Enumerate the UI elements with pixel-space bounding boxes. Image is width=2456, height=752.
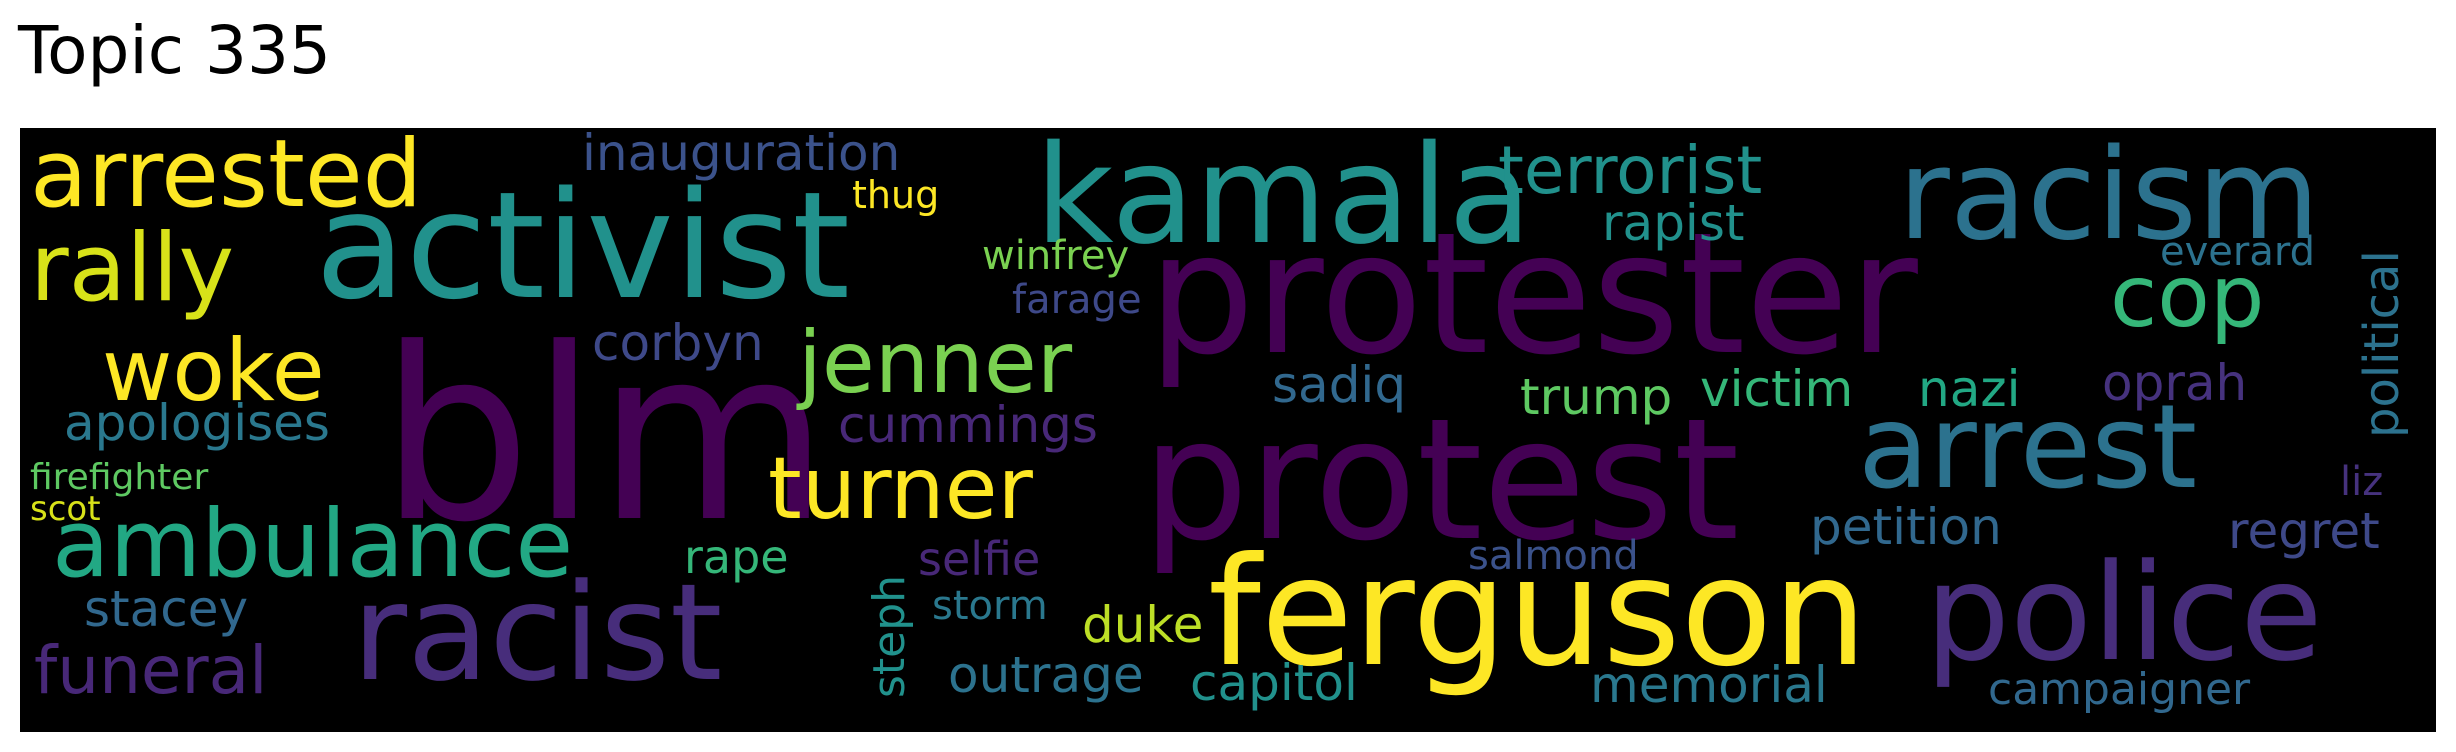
word-steph: steph <box>864 574 915 698</box>
word-blm: blm <box>380 298 830 575</box>
page-title: Topic 335 <box>18 12 331 89</box>
word-jenner: jenner <box>798 313 1073 413</box>
word-salmond: salmond <box>1468 533 1639 579</box>
word-oprah: oprah <box>2102 354 2248 412</box>
word-memorial: memorial <box>1590 656 1828 714</box>
word-stacey: stacey <box>84 580 249 638</box>
word-duke: duke <box>1082 596 1204 654</box>
word-thug: thug <box>852 173 940 217</box>
word-protest: protest <box>1142 382 1740 578</box>
word-racist: racist <box>352 555 723 711</box>
word-ferguson: ferguson <box>1208 526 1868 700</box>
word-victim: victim <box>1700 360 1854 418</box>
word-selfie: selfie <box>918 532 1041 586</box>
word-political: political <box>2354 250 2410 438</box>
word-terrorist: terrorist <box>1498 132 1763 209</box>
word-everard: everard <box>2160 229 2315 275</box>
word-woke: woke <box>102 321 325 421</box>
word-cummings: cummings <box>838 396 1098 454</box>
word-activist: activist <box>315 160 851 332</box>
word-arrest: arrest <box>1858 380 2198 515</box>
word-kamala: kamala <box>1035 128 1532 275</box>
word-scot: scot <box>30 489 101 529</box>
word-police: police <box>1925 535 2323 691</box>
word-apologises: apologises <box>64 394 330 452</box>
word-corbyn: corbyn <box>592 314 764 372</box>
word-cloud: blm protester protest activist kamala ra… <box>20 128 2436 732</box>
word-turner: turner <box>768 439 1033 539</box>
word-rally: rally <box>30 214 235 323</box>
word-racism: racism <box>1898 128 2320 268</box>
word-liz: liz <box>2340 459 2384 505</box>
word-outrage: outrage <box>948 646 1144 704</box>
word-regret: regret <box>2228 502 2380 560</box>
word-cop: cop <box>2110 247 2265 347</box>
word-capitol: capitol <box>1190 654 1358 712</box>
word-rape: rape <box>684 530 789 584</box>
word-rapist: rapist <box>1602 194 1745 252</box>
word-sadiq: sadiq <box>1272 356 1407 414</box>
word-funeral: funeral <box>34 632 268 709</box>
word-winfrey: winfrey <box>982 233 1130 279</box>
word-petition: petition <box>1810 498 2002 556</box>
word-nazi: nazi <box>1918 360 2021 418</box>
word-arrested: arrested <box>30 128 423 229</box>
word-storm: storm <box>932 583 1048 629</box>
word-protester: protester <box>1148 196 1918 392</box>
word-ambulance: ambulance <box>52 490 574 599</box>
word-firefighter: firefighter <box>30 457 209 498</box>
word-trump: trump <box>1520 368 1673 426</box>
word-farage: farage <box>1012 277 1142 323</box>
word-campaigner: campaigner <box>1988 664 2251 715</box>
word-inauguration: inauguration <box>582 128 901 182</box>
